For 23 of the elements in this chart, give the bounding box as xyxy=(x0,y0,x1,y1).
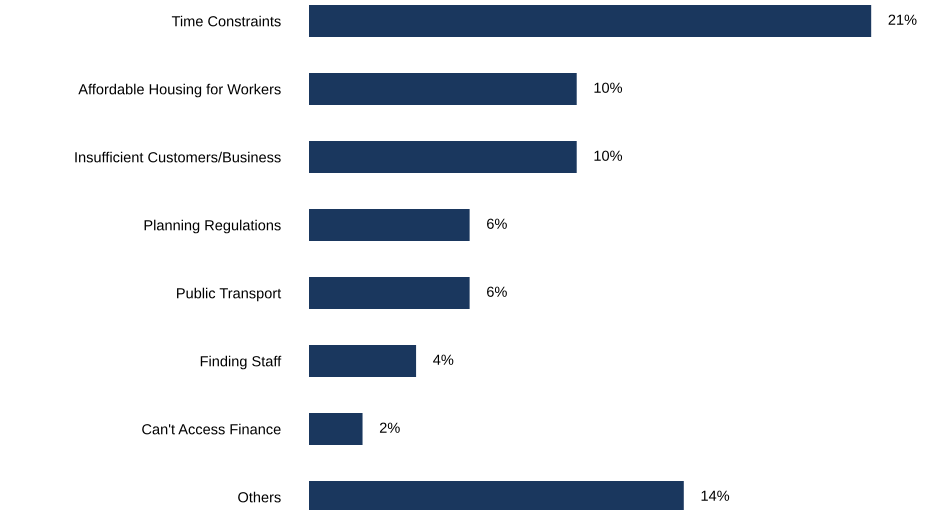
data-label: 6% xyxy=(487,286,507,297)
y-tick-label: Affordable Housing for Workers xyxy=(78,84,281,98)
y-tick-label: Others xyxy=(238,492,281,502)
bar xyxy=(309,345,416,377)
bar xyxy=(309,277,470,309)
bar xyxy=(309,73,577,105)
data-label: 21% xyxy=(888,14,917,25)
data-label: 2% xyxy=(380,422,400,433)
data-label: 10% xyxy=(594,82,622,93)
bar xyxy=(309,209,470,241)
y-tick-label: Can't Access Finance xyxy=(142,424,281,434)
bar xyxy=(309,413,363,445)
bar xyxy=(309,5,872,37)
y-tick-label: Planning Regulations xyxy=(144,220,281,234)
y-tick-label: Finding Staff xyxy=(200,356,282,370)
y-tick-label: Time Constraints xyxy=(172,16,281,26)
y-tick-label: Public Transport xyxy=(177,288,282,302)
y-tick-label: Insufficient Customers/Business xyxy=(75,152,281,162)
data-label: 14% xyxy=(702,490,730,501)
data-label: 10% xyxy=(594,150,622,161)
data-label: 6% xyxy=(487,218,507,229)
bar xyxy=(309,141,577,173)
data-label: 4% xyxy=(433,354,454,365)
